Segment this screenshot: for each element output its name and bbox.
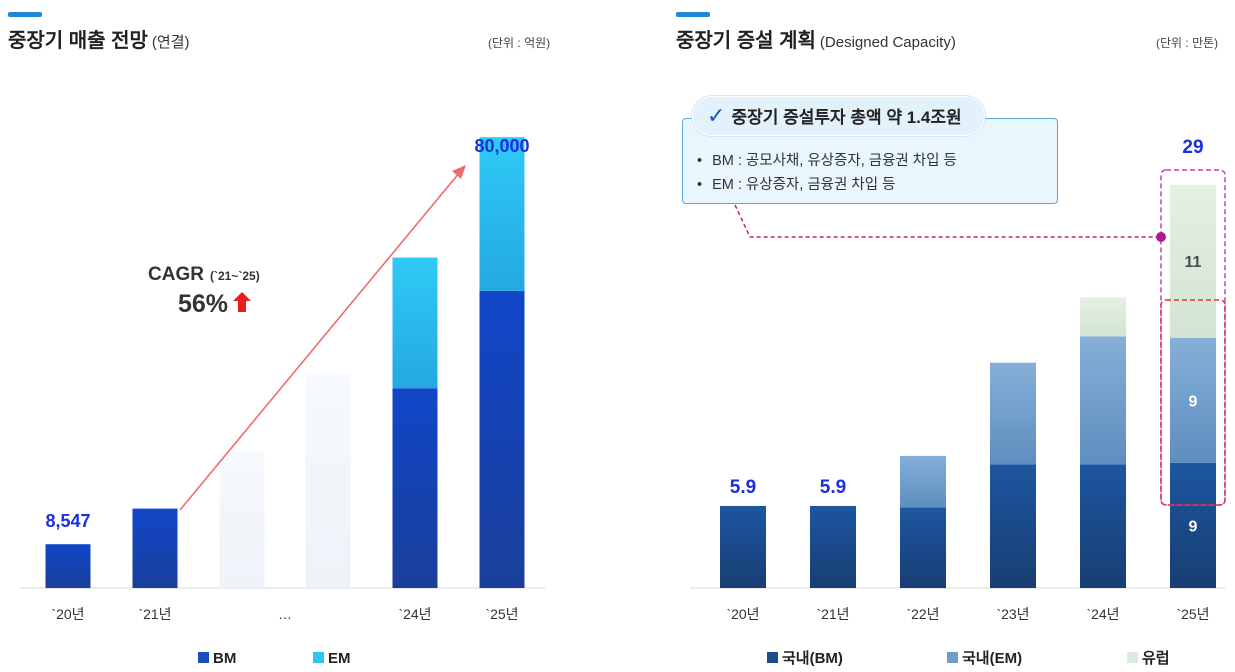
callout-item: BM : 공모사채, 유상증자, 금융권 차입 등 [697, 149, 957, 173]
bar-domestic-bm [1080, 464, 1126, 588]
cagr-value: 56% [178, 290, 228, 318]
x-tick-label: `22년 [906, 606, 939, 622]
highlight-box-inner [1160, 299, 1226, 506]
x-tick-label: `24년 [1086, 606, 1119, 622]
legend-label: BM [213, 650, 236, 667]
x-tick-label: `21년 [138, 606, 171, 622]
title-accent [8, 12, 42, 17]
bar-domestic-em [1080, 336, 1126, 465]
bar-em [392, 257, 438, 389]
bar-domestic-bm [900, 507, 946, 588]
callout-title-text: 중장기 증설투자 총액 약 1.4조원 [731, 108, 962, 127]
legend-swatch [198, 652, 209, 663]
x-tick-label: `21년 [816, 606, 849, 622]
chart-title-text: 중장기 증설 계획 [676, 30, 816, 52]
bar-europe [1080, 297, 1126, 337]
x-tick-label: `20년 [726, 606, 759, 622]
unit-label: (단위 : 억원) [488, 36, 551, 50]
callout-title: ✓ 중장기 증설투자 총액 약 1.4조원 [692, 96, 985, 136]
chart-subtitle: (Designed Capacity) [819, 34, 956, 51]
title-accent [676, 12, 710, 17]
legend-label: 국내(BM) [782, 650, 843, 667]
chart-title-text: 중장기 매출 전망 [8, 30, 148, 52]
legend-label: 국내(EM) [962, 650, 1022, 667]
bar-placeholder [305, 372, 351, 588]
callout-list: BM : 공모사채, 유상증자, 금융권 차입 등 EM : 유상증자, 금융권… [697, 149, 957, 197]
checkmark-icon: ✓ [707, 103, 726, 128]
cagr-label: CAGR [148, 264, 204, 285]
bar-bm [132, 508, 178, 588]
cagr-period: (`21~`25) [210, 269, 260, 283]
bar-domestic-bm [720, 505, 766, 588]
data-label: 29 [1182, 137, 1203, 158]
data-label: 8,547 [45, 511, 90, 531]
chart-title: 중장기 증설 계획 (Designed Capacity) [676, 24, 956, 53]
x-tick-label: `24년 [398, 606, 431, 622]
x-tick-label: `23년 [996, 606, 1029, 622]
bar-bm [392, 388, 438, 588]
chart-title: 중장기 매출 전망 (연결) [8, 24, 190, 53]
segment-label: 9 [1189, 393, 1198, 410]
legend-swatch [767, 652, 778, 663]
bar-europe [1170, 184, 1216, 338]
bar-placeholder [219, 452, 265, 588]
callout-item: EM : 유상증자, 금융권 차입 등 [697, 173, 957, 197]
bar-bm [479, 290, 525, 588]
capacity-chart-svg: `20년 `21년 `22년 `23년 `24년 `25년 5.9 5.9 29 9 9 11 국내(B… [690, 137, 1226, 667]
revenue-forecast-panel: 중장기 매출 전망 (연결) (단위 : 억원) `20년 `21년 … `24년 `25… [0, 0, 575, 672]
up-arrow-icon [233, 292, 251, 312]
data-label: 5.9 [730, 477, 756, 498]
legend-swatch [947, 652, 958, 663]
x-tick-label: `20년 [51, 606, 84, 622]
segment-label: 9 [1189, 518, 1198, 535]
bar-bm [45, 544, 91, 588]
x-tick-label: `25년 [1176, 606, 1209, 622]
data-label: 5.9 [820, 477, 846, 498]
x-tick-label: … [278, 606, 292, 622]
bar-domestic-bm [1170, 462, 1216, 588]
bar-domestic-em [990, 362, 1036, 465]
bar-domestic-em [1170, 337, 1216, 463]
trend-arrow-line [179, 171, 461, 511]
unit-label: (단위 : 만톤) [1156, 36, 1219, 50]
trend-arrow-head [452, 165, 466, 179]
bar-domestic-bm [990, 464, 1036, 588]
callout-connector [734, 204, 1160, 238]
revenue-chart-svg: `20년 `21년 … `24년 `25년 8,547 80,000 CAGR (`21~`25… [20, 136, 545, 667]
bar-domestic-em [900, 455, 946, 508]
bar-em [479, 137, 525, 291]
data-label: 80,000 [474, 136, 529, 156]
capacity-plan-panel: 중장기 증설 계획 (Designed Capacity) (단위 : 만톤) `… [660, 0, 1235, 672]
legend-label: 유럽 [1142, 650, 1170, 667]
legend-swatch [1127, 652, 1138, 663]
legend-swatch [313, 652, 324, 663]
connector-dot [1156, 232, 1166, 242]
x-tick-label: `25년 [485, 606, 518, 622]
legend-label: EM [328, 650, 351, 667]
bar-domestic-bm [810, 505, 856, 588]
chart-subtitle: (연결) [151, 34, 190, 51]
segment-label: 11 [1185, 254, 1202, 271]
